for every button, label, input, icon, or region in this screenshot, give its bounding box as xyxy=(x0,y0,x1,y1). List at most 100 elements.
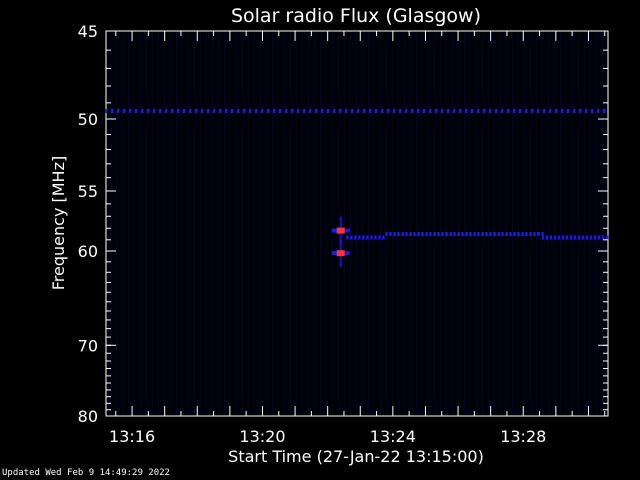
x-tick-label: 13:28 xyxy=(500,427,546,446)
feature-cell xyxy=(366,235,369,240)
feature-cell xyxy=(509,232,512,237)
feature-cell xyxy=(557,235,561,240)
feature-cell xyxy=(553,235,557,240)
feature-cell xyxy=(135,109,138,113)
feature-cell xyxy=(375,109,378,113)
feature-cell xyxy=(429,109,432,113)
feature-cell xyxy=(453,109,456,113)
feature-cell xyxy=(255,109,258,113)
feature-cell xyxy=(549,109,552,113)
noise-column xyxy=(542,33,544,414)
feature-cell xyxy=(381,109,384,113)
noise-column xyxy=(440,33,442,414)
feature-cell xyxy=(545,235,549,240)
feature-cell xyxy=(469,232,472,237)
feature-cell xyxy=(401,232,404,237)
axis-ticks: 13:16 13:20 13:24 13:28 45 50 55 60 70 80 xyxy=(78,22,608,446)
feature-cell xyxy=(219,109,222,113)
feature-cell xyxy=(421,232,424,237)
noise-column xyxy=(362,33,364,414)
feature-cell xyxy=(593,235,597,240)
noise-column xyxy=(212,33,214,414)
noise-column xyxy=(272,33,274,414)
noise-column xyxy=(314,33,316,414)
feature-cell xyxy=(597,235,601,240)
feature-cell xyxy=(437,232,440,237)
feature-cell xyxy=(350,235,353,240)
feature-cell xyxy=(153,109,156,113)
noise-column xyxy=(404,33,406,414)
feature-cell xyxy=(117,109,120,113)
feature-cell xyxy=(471,109,474,113)
feature-cell xyxy=(405,232,408,237)
feature-cell xyxy=(481,232,484,237)
feature-cell xyxy=(525,232,528,237)
noise-column xyxy=(530,33,532,414)
feature-cell xyxy=(519,109,522,113)
noise-column xyxy=(242,33,244,414)
noise-column xyxy=(428,33,430,414)
noise-column xyxy=(206,33,208,414)
feature-cell xyxy=(531,109,534,113)
feature-cell xyxy=(195,109,198,113)
y-tick-label: 80 xyxy=(78,407,98,426)
feature-cell xyxy=(441,109,444,113)
feature-cell xyxy=(517,232,520,237)
feature-cell xyxy=(183,109,186,113)
feature-cell xyxy=(363,109,366,113)
chart-title: Solar radio Flux (Glasgow) xyxy=(231,5,481,27)
feature-cell xyxy=(477,109,480,113)
noise-column xyxy=(230,33,232,414)
noise-column xyxy=(350,33,352,414)
feature-cell xyxy=(243,109,246,113)
noise-column xyxy=(476,33,478,414)
feature-cell xyxy=(589,235,593,240)
noise-column xyxy=(152,33,154,414)
noise-column xyxy=(224,33,226,414)
feature-cell xyxy=(489,109,492,113)
feature-cell xyxy=(351,109,354,113)
noise-column xyxy=(356,33,358,414)
feature-cell xyxy=(457,232,460,237)
feature-cell xyxy=(423,109,426,113)
feature-cell xyxy=(354,235,357,240)
noise-column xyxy=(464,33,466,414)
noise-column xyxy=(578,33,580,414)
noise-column xyxy=(326,33,328,414)
x-tick-label: 13:16 xyxy=(109,427,155,446)
feature-cell xyxy=(441,232,444,237)
feature-cell xyxy=(529,232,532,237)
noise-column xyxy=(518,33,520,414)
feature-cell xyxy=(425,232,428,237)
noise-column xyxy=(218,33,220,414)
x-tick-label: 13:24 xyxy=(370,427,416,446)
feature-core xyxy=(336,227,345,234)
feature-cell xyxy=(449,232,452,237)
feature-cell xyxy=(601,235,605,240)
noise-column xyxy=(410,33,412,414)
noise-column xyxy=(380,33,382,414)
feature-cell xyxy=(541,232,544,237)
feature-cell xyxy=(565,235,569,240)
noise-column xyxy=(332,33,334,414)
noise-column xyxy=(164,33,166,414)
feature-cell xyxy=(405,109,408,113)
feature-cell xyxy=(315,109,318,113)
feature-cell xyxy=(533,232,536,237)
feature-cell xyxy=(537,232,540,237)
feature-cell xyxy=(435,109,438,113)
feature-cell xyxy=(389,232,392,237)
noise-column xyxy=(458,33,460,414)
feature-cell xyxy=(445,232,448,237)
feature-cell xyxy=(585,109,588,113)
feature-cell xyxy=(505,232,508,237)
noise-column xyxy=(596,33,598,414)
feature-cell xyxy=(177,109,180,113)
feature-cell xyxy=(111,109,114,113)
feature-cell xyxy=(385,232,388,237)
noise-column xyxy=(434,33,436,414)
noise-column xyxy=(182,33,184,414)
noise-column xyxy=(146,33,148,414)
feature-cell xyxy=(409,232,412,237)
noise-column xyxy=(470,33,472,414)
